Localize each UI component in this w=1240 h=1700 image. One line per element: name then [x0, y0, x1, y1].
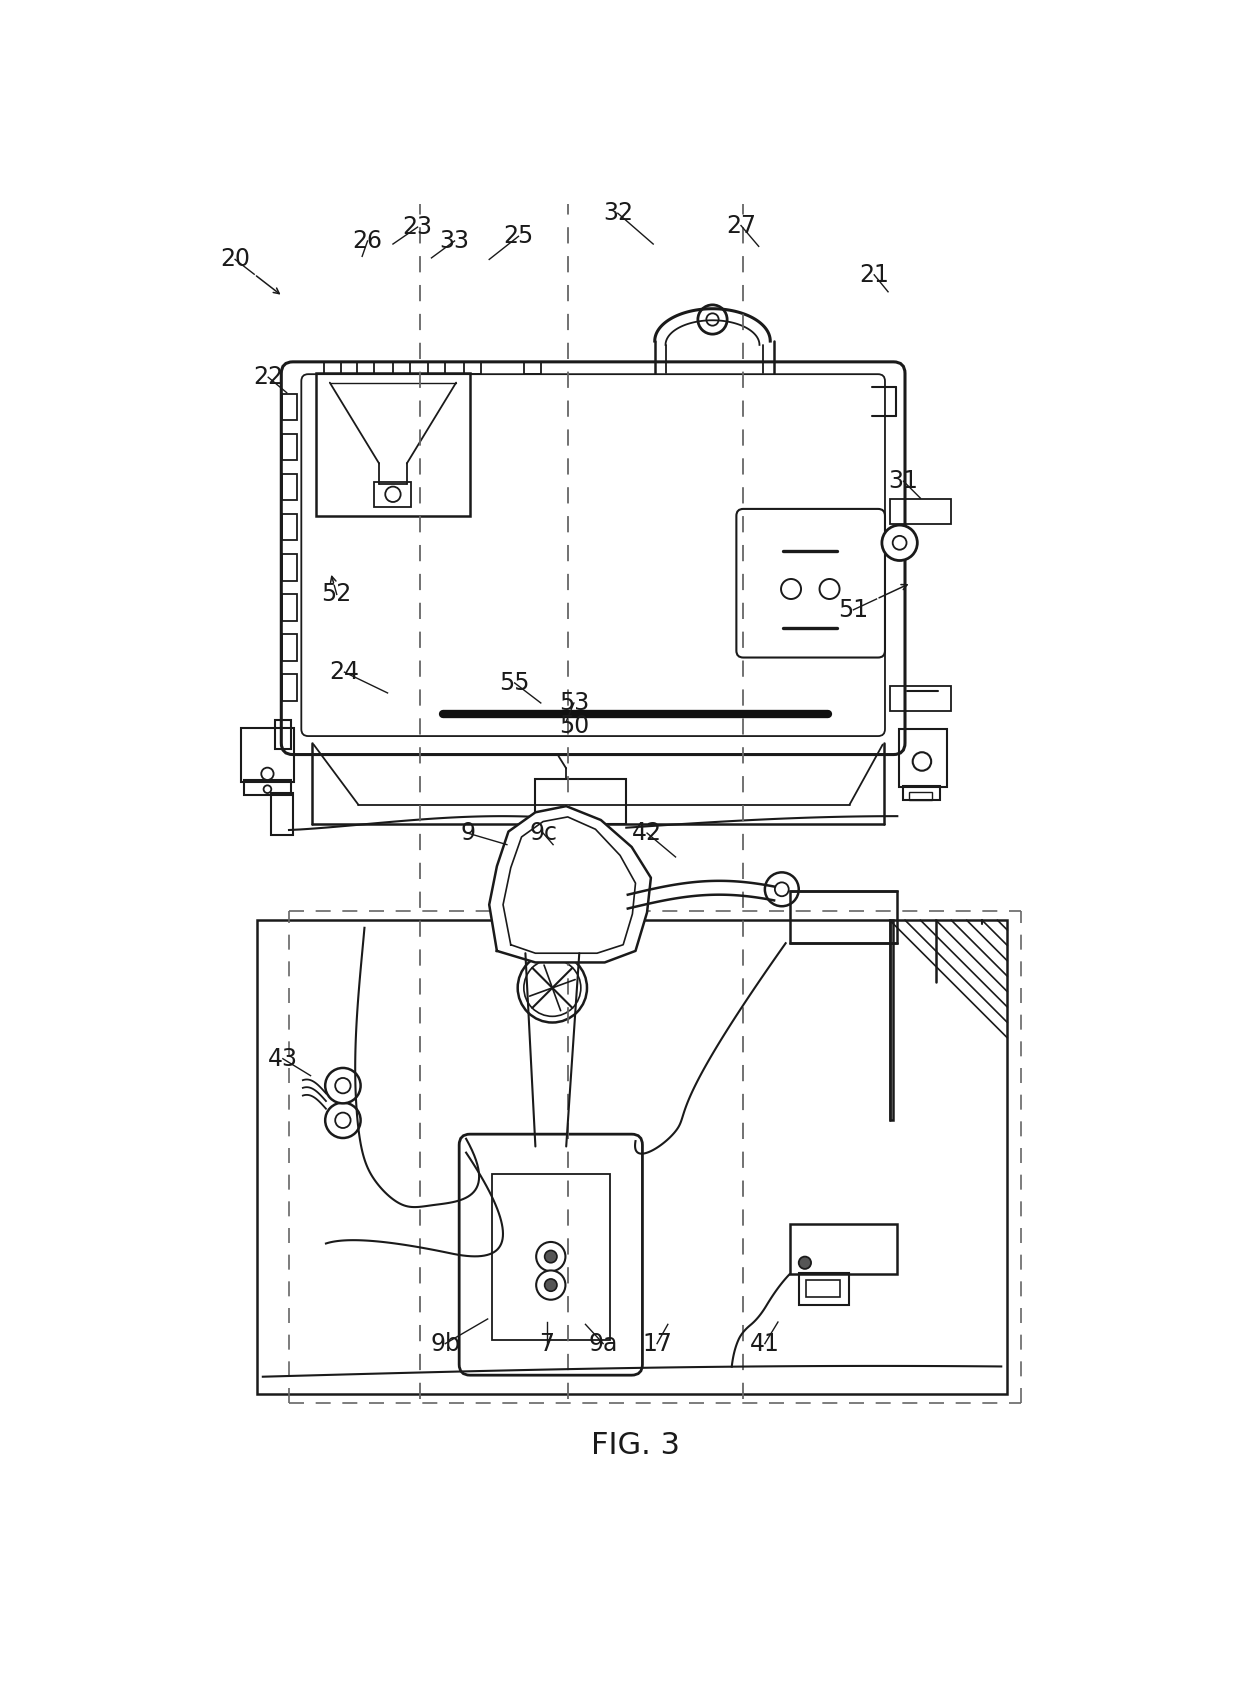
Text: 20: 20: [219, 248, 250, 272]
Text: 52: 52: [321, 583, 352, 607]
Circle shape: [544, 1251, 557, 1263]
Bar: [281, 434, 298, 461]
Text: 21: 21: [859, 264, 889, 287]
Bar: [889, 920, 894, 1120]
Bar: [393, 362, 410, 374]
FancyBboxPatch shape: [281, 362, 905, 755]
FancyBboxPatch shape: [301, 374, 885, 736]
Bar: [491, 1175, 610, 1340]
Text: 53: 53: [559, 690, 589, 716]
Bar: [257, 920, 1007, 1394]
Bar: [909, 792, 932, 801]
Text: 50: 50: [559, 714, 589, 738]
Text: 17: 17: [642, 1331, 672, 1355]
Bar: [889, 498, 951, 524]
Bar: [899, 729, 946, 787]
Bar: [281, 394, 298, 420]
Text: 7: 7: [539, 1331, 554, 1355]
Bar: [281, 634, 298, 661]
Bar: [281, 474, 298, 500]
Bar: [806, 1280, 841, 1297]
Text: 23: 23: [403, 216, 433, 240]
Circle shape: [707, 313, 719, 326]
Text: 32: 32: [603, 201, 632, 224]
Circle shape: [517, 954, 587, 1022]
Bar: [281, 515, 298, 541]
Circle shape: [546, 824, 587, 865]
Circle shape: [600, 882, 609, 893]
Text: 31: 31: [889, 469, 919, 493]
Bar: [428, 362, 444, 374]
Circle shape: [775, 882, 789, 896]
Circle shape: [563, 842, 570, 848]
Circle shape: [536, 1243, 565, 1272]
Circle shape: [264, 785, 272, 794]
Circle shape: [262, 768, 274, 780]
Bar: [244, 780, 290, 796]
Bar: [536, 779, 626, 824]
Circle shape: [544, 1278, 557, 1292]
Text: 27: 27: [725, 214, 756, 238]
Text: 9a: 9a: [589, 1331, 618, 1355]
Circle shape: [325, 1103, 361, 1137]
Text: 33: 33: [439, 230, 470, 253]
FancyBboxPatch shape: [459, 1134, 642, 1375]
Bar: [316, 374, 470, 515]
Text: 24: 24: [330, 660, 360, 683]
Bar: [275, 719, 290, 750]
Bar: [281, 554, 298, 580]
Bar: [242, 728, 294, 782]
Polygon shape: [490, 806, 651, 962]
Bar: [374, 483, 412, 507]
Circle shape: [593, 876, 616, 899]
Circle shape: [335, 1078, 351, 1093]
Bar: [904, 785, 940, 801]
Circle shape: [799, 1256, 811, 1268]
Circle shape: [913, 751, 931, 770]
Text: FIG. 3: FIG. 3: [591, 1431, 680, 1460]
Circle shape: [523, 959, 580, 1017]
Circle shape: [893, 536, 906, 549]
Bar: [272, 794, 293, 835]
Bar: [324, 362, 341, 374]
Text: 9: 9: [460, 821, 475, 845]
Text: 9b: 9b: [430, 1331, 460, 1355]
Circle shape: [820, 580, 839, 598]
Bar: [799, 1273, 849, 1306]
Bar: [790, 1224, 898, 1275]
Text: 41: 41: [750, 1331, 780, 1355]
Bar: [889, 687, 951, 711]
Circle shape: [335, 1112, 351, 1129]
Text: 26: 26: [352, 230, 382, 253]
Bar: [523, 362, 541, 374]
FancyBboxPatch shape: [737, 508, 885, 658]
Circle shape: [386, 486, 401, 501]
Text: 55: 55: [500, 672, 529, 695]
Bar: [357, 362, 373, 374]
Text: 25: 25: [503, 224, 533, 248]
Circle shape: [698, 304, 727, 335]
Text: 22: 22: [253, 366, 283, 389]
Circle shape: [882, 525, 918, 561]
Bar: [790, 891, 898, 944]
Text: 9c: 9c: [529, 821, 557, 845]
Circle shape: [781, 580, 801, 598]
Circle shape: [557, 835, 575, 853]
Circle shape: [765, 872, 799, 906]
Text: 43: 43: [268, 1047, 298, 1071]
Text: 42: 42: [632, 821, 662, 845]
Bar: [464, 362, 481, 374]
Circle shape: [325, 1068, 361, 1103]
Bar: [281, 675, 298, 700]
Circle shape: [536, 1270, 565, 1301]
Bar: [281, 595, 298, 620]
Text: 51: 51: [838, 598, 868, 622]
